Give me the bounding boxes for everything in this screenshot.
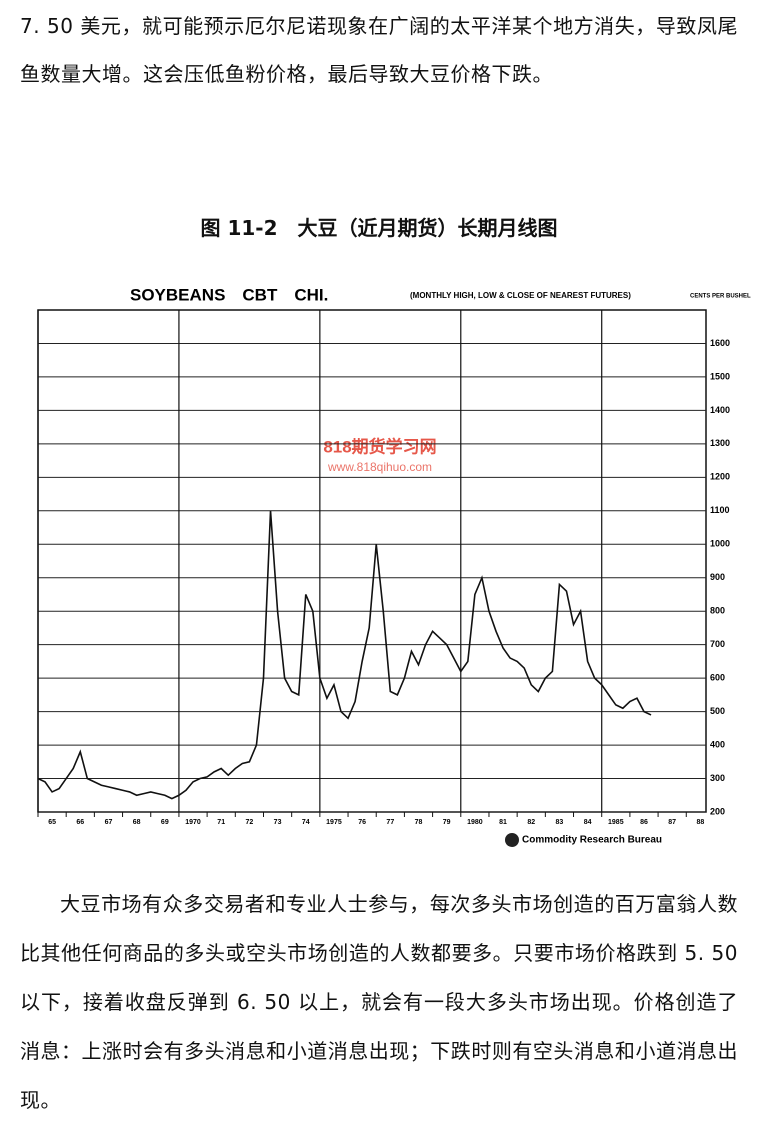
plot-frame xyxy=(37,309,707,813)
y-tick-label: 1500 xyxy=(710,371,730,381)
x-tick-label: 78 xyxy=(415,819,423,826)
y-tick-label: 500 xyxy=(710,706,725,716)
y-tick-label: 200 xyxy=(710,806,725,816)
y-tick-label: 800 xyxy=(710,606,725,616)
y-tick-label: 700 xyxy=(710,639,725,649)
x-tick-label: 72 xyxy=(245,819,253,826)
y-axis-label: CENTS PER BUSHEL xyxy=(690,294,751,300)
figure-caption: 图 11-2 大豆（近月期货）长期月线图 xyxy=(200,216,558,240)
y-tick-label: 1100 xyxy=(710,505,730,515)
x-tick-label: 79 xyxy=(443,819,451,826)
y-tick-label: 1300 xyxy=(710,438,730,448)
chart-subtitle: (MONTHLY HIGH, LOW & CLOSE OF NEAREST FU… xyxy=(410,291,631,300)
x-tick-label: 1970 xyxy=(185,819,201,826)
chart-title: SOYBEANS CBT CHI. xyxy=(130,285,328,304)
source: Commodity Research Bureau xyxy=(522,835,662,846)
x-tick-label: 71 xyxy=(217,819,225,826)
x-tick-label: 65 xyxy=(48,819,56,826)
paragraph: 大豆市场有众多交易者和专业人士参与，每次多头市场创造的百万富翁人数比其他任何商品… xyxy=(20,892,738,1112)
x-tick-label: 86 xyxy=(640,819,648,826)
x-tick-label: 83 xyxy=(556,819,564,826)
y-tick-label: 600 xyxy=(710,673,725,683)
x-tick-label: 87 xyxy=(668,819,676,826)
x-tick-label: 84 xyxy=(584,819,592,826)
y-tick-label: 300 xyxy=(710,773,725,783)
x-tick-label: 77 xyxy=(386,819,394,826)
source-logo xyxy=(505,833,519,847)
paragraph: 7. 50 美元，就可能预示厄尔尼诺现象在广阔的太平洋某个地方消失，导致凤尾鱼数… xyxy=(20,14,738,86)
y-tick-label: 900 xyxy=(710,572,725,582)
chart: SOYBEANS CBT CHI. (MONTHLY HIGH, LOW & C… xyxy=(37,285,751,847)
price-line xyxy=(37,510,652,800)
x-tick-label: 81 xyxy=(499,819,507,826)
x-tick-label: 76 xyxy=(358,819,366,826)
x-tick-label: 68 xyxy=(133,819,141,826)
x-tick-label: 1985 xyxy=(608,819,624,826)
y-tick-label: 1000 xyxy=(710,539,730,549)
x-tick-label: 67 xyxy=(105,819,113,826)
watermark-url: www.818qihuo.com xyxy=(327,460,432,474)
x-tick-label: 88 xyxy=(696,819,704,826)
y-tick-label: 1200 xyxy=(710,472,730,482)
y-tick-label: 1400 xyxy=(710,405,730,415)
x-tick-label: 66 xyxy=(76,819,84,826)
y-tick-label: 1600 xyxy=(710,338,730,348)
x-tick-label: 82 xyxy=(527,819,535,826)
x-tick-label: 74 xyxy=(302,819,310,826)
x-tick-label: 73 xyxy=(274,819,282,826)
x-tick-label: 1980 xyxy=(467,819,483,826)
x-tick-label: 1975 xyxy=(326,819,342,826)
y-tick-label: 400 xyxy=(710,739,725,749)
watermark-title: 818期货学习网 xyxy=(323,436,436,456)
x-tick-label: 69 xyxy=(161,819,169,826)
